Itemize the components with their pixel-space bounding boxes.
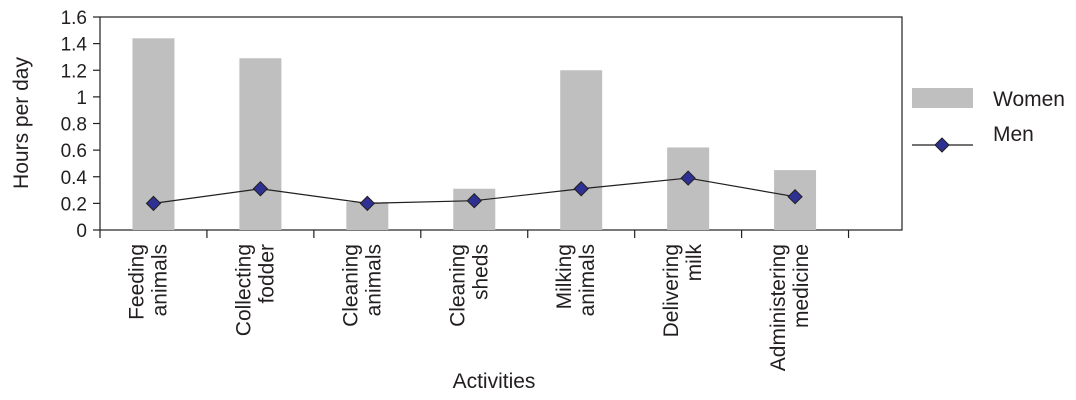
y-tick-label: 0.2 [61,194,87,215]
x-tick-label: Deliveringmilk [660,244,706,338]
x-axis: Feedinganimals Collectingfodder Cleaningan… [99,230,850,371]
legend-label-women: Women [993,88,1065,111]
men-point [680,170,696,186]
men-point [145,195,162,212]
men-point [466,193,482,209]
y-tick-label: 1 [76,88,87,109]
legend-label-men: Men [993,123,1034,146]
x-tick-label: Milkinganimals [553,244,599,316]
legend-marker-men [934,137,950,153]
x-tick-label: Administeringmedicine [767,244,813,371]
men-point [359,195,376,212]
x-tick-label: Feedinganimals [125,244,171,320]
y-tick-label: 1.2 [61,61,87,82]
x-tick-label: Collectingfodder [232,244,278,336]
y-tick-label: 0.8 [61,115,87,136]
legend: Women Men [912,88,1065,153]
men-series [145,170,803,212]
men-point [573,181,589,197]
y-axis: 0 0.2 0.4 0.6 0.8 1 1.2 1.4 1.6 [61,8,100,242]
y-axis-title: Hours per day [10,57,33,189]
bar-women [239,58,282,230]
legend-swatch-women [912,88,973,108]
y-tick-label: 0 [76,221,87,242]
x-tick-label: Cleaninganimals [339,244,385,327]
x-axis-title: Activities [453,370,536,393]
bar-women [560,70,603,230]
y-tick-label: 0.6 [61,141,87,162]
bar-women [667,147,710,230]
y-tick-label: 0.4 [61,168,88,189]
men-point [787,189,803,205]
x-tick-label: Cleaningsheds [446,244,492,327]
men-point [252,181,269,197]
y-tick-label: 1.4 [61,35,88,56]
y-tick-label: 1.6 [61,8,87,29]
